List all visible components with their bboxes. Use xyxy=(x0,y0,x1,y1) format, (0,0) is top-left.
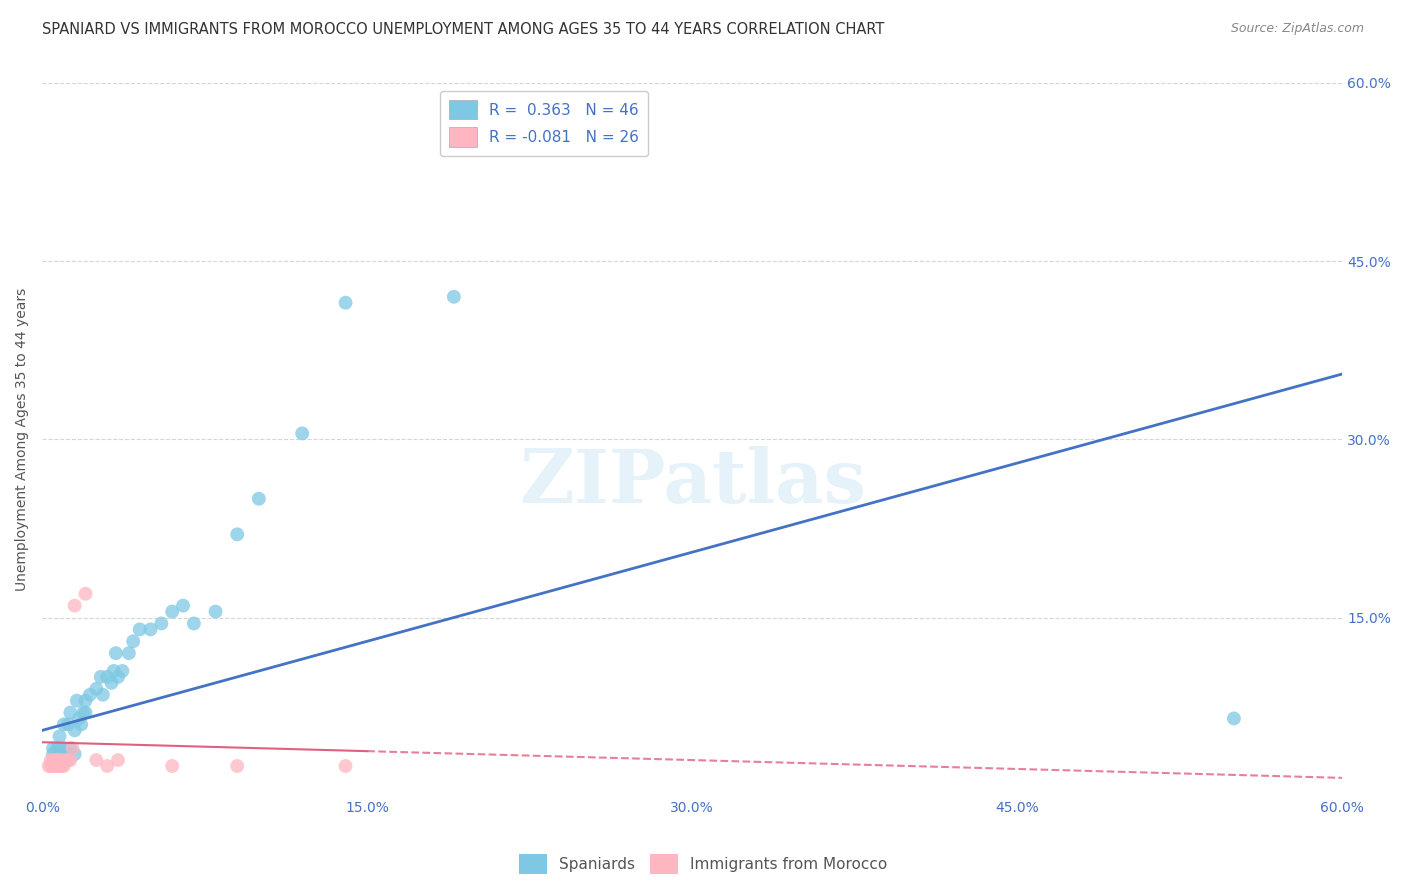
Point xyxy=(104,646,127,660)
Point xyxy=(183,616,205,631)
Point xyxy=(63,599,86,613)
Point xyxy=(86,681,108,696)
Point xyxy=(96,759,118,773)
Point xyxy=(160,759,183,773)
Legend: Spaniards, Immigrants from Morocco: Spaniards, Immigrants from Morocco xyxy=(513,848,893,880)
Point xyxy=(107,670,129,684)
Legend: R =  0.363   N = 46, R = -0.081   N = 26: R = 0.363 N = 46, R = -0.081 N = 26 xyxy=(440,91,648,156)
Point xyxy=(44,753,66,767)
Point xyxy=(52,753,75,767)
Point xyxy=(59,706,82,720)
Point xyxy=(91,688,114,702)
Point xyxy=(150,616,173,631)
Point xyxy=(42,741,65,756)
Point xyxy=(96,670,118,684)
Point xyxy=(59,753,82,767)
Point xyxy=(51,759,73,773)
Point xyxy=(42,753,65,767)
Point xyxy=(48,741,70,756)
Point xyxy=(70,717,93,731)
Point xyxy=(247,491,270,506)
Point xyxy=(46,741,69,756)
Point xyxy=(75,706,97,720)
Point xyxy=(335,295,357,310)
Point xyxy=(1223,711,1246,725)
Point xyxy=(66,693,89,707)
Point xyxy=(52,747,75,761)
Point xyxy=(42,759,65,773)
Point xyxy=(59,741,82,756)
Point xyxy=(335,759,357,773)
Point xyxy=(48,753,70,767)
Point xyxy=(58,717,80,731)
Point xyxy=(48,759,70,773)
Point xyxy=(39,753,62,767)
Point xyxy=(443,290,465,304)
Point xyxy=(128,623,150,637)
Point xyxy=(100,676,122,690)
Point xyxy=(38,759,60,773)
Point xyxy=(172,599,194,613)
Point xyxy=(42,747,65,761)
Point xyxy=(75,693,97,707)
Point xyxy=(52,741,75,756)
Text: SPANIARD VS IMMIGRANTS FROM MOROCCO UNEMPLOYMENT AMONG AGES 35 TO 44 YEARS CORRE: SPANIARD VS IMMIGRANTS FROM MOROCCO UNEM… xyxy=(42,22,884,37)
Point xyxy=(75,587,97,601)
Point xyxy=(46,753,69,767)
Point xyxy=(44,759,66,773)
Point xyxy=(111,664,134,678)
Point xyxy=(291,426,314,441)
Point xyxy=(52,717,75,731)
Point xyxy=(48,729,70,743)
Point xyxy=(118,646,141,660)
Point xyxy=(46,747,69,761)
Point xyxy=(55,753,77,767)
Text: Source: ZipAtlas.com: Source: ZipAtlas.com xyxy=(1230,22,1364,36)
Point xyxy=(63,747,86,761)
Point xyxy=(67,711,90,725)
Point xyxy=(160,605,183,619)
Point xyxy=(103,664,125,678)
Point xyxy=(63,723,86,738)
Point xyxy=(46,759,69,773)
Point xyxy=(107,753,129,767)
Point xyxy=(226,759,249,773)
Point xyxy=(58,753,80,767)
Point xyxy=(39,759,62,773)
Point xyxy=(90,670,112,684)
Y-axis label: Unemployment Among Ages 35 to 44 years: Unemployment Among Ages 35 to 44 years xyxy=(15,288,30,591)
Point xyxy=(72,706,94,720)
Point xyxy=(204,605,226,619)
Point xyxy=(86,753,108,767)
Point xyxy=(139,623,162,637)
Point xyxy=(52,759,75,773)
Text: ZIPatlas: ZIPatlas xyxy=(519,446,866,518)
Point xyxy=(58,747,80,761)
Point xyxy=(122,634,145,648)
Point xyxy=(79,688,101,702)
Point xyxy=(62,741,84,756)
Point xyxy=(226,527,249,541)
